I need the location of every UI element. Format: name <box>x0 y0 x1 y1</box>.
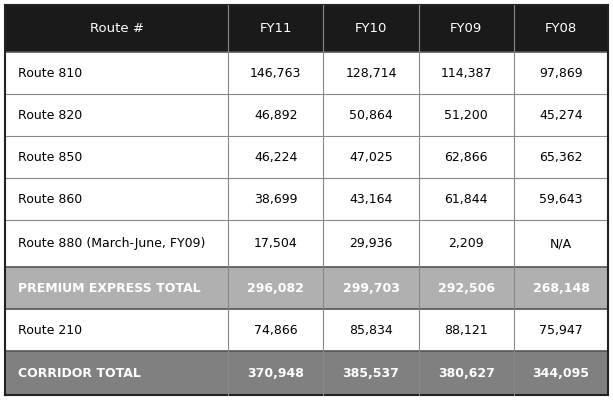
Bar <box>324 351 419 395</box>
Bar <box>419 52 514 94</box>
Text: 65,362: 65,362 <box>539 150 583 164</box>
Bar <box>419 94 514 136</box>
Text: 88,121: 88,121 <box>444 324 488 336</box>
Bar <box>228 267 324 309</box>
Bar <box>5 309 228 351</box>
Text: 43,164: 43,164 <box>349 192 393 206</box>
Bar <box>324 52 419 94</box>
Bar <box>514 94 608 136</box>
Bar <box>324 178 419 220</box>
Bar <box>514 52 608 94</box>
Bar <box>514 136 608 178</box>
Text: 59,643: 59,643 <box>539 192 583 206</box>
Text: Route 860: Route 860 <box>18 192 83 206</box>
Text: 296,082: 296,082 <box>247 282 304 295</box>
Text: 97,869: 97,869 <box>539 67 583 80</box>
Text: 268,148: 268,148 <box>533 282 590 295</box>
Text: Route 210: Route 210 <box>18 324 83 336</box>
Bar <box>324 309 419 351</box>
Text: FY10: FY10 <box>355 22 387 35</box>
Text: 385,537: 385,537 <box>343 366 400 380</box>
Bar <box>228 309 324 351</box>
Bar <box>228 220 324 267</box>
Bar <box>228 52 324 94</box>
Bar <box>324 5 419 52</box>
Bar <box>324 267 419 309</box>
Text: 51,200: 51,200 <box>444 108 488 122</box>
Text: 47,025: 47,025 <box>349 150 393 164</box>
Text: PREMIUM EXPRESS TOTAL: PREMIUM EXPRESS TOTAL <box>18 282 201 295</box>
Text: Route 880 (March-June, FY09): Route 880 (March-June, FY09) <box>18 237 206 250</box>
Bar <box>228 136 324 178</box>
Text: 75,947: 75,947 <box>539 324 583 336</box>
Bar <box>324 220 419 267</box>
Bar <box>324 136 419 178</box>
Text: 45,274: 45,274 <box>539 108 583 122</box>
Bar <box>5 5 228 52</box>
Bar <box>5 220 228 267</box>
Bar <box>419 220 514 267</box>
Text: 29,936: 29,936 <box>349 237 393 250</box>
Text: 85,834: 85,834 <box>349 324 393 336</box>
Bar <box>514 267 608 309</box>
Text: 50,864: 50,864 <box>349 108 393 122</box>
Text: FY11: FY11 <box>259 22 292 35</box>
Bar <box>228 351 324 395</box>
Bar <box>514 309 608 351</box>
Text: 61,844: 61,844 <box>444 192 488 206</box>
Text: 292,506: 292,506 <box>438 282 495 295</box>
Text: 62,866: 62,866 <box>444 150 488 164</box>
Text: Route 820: Route 820 <box>18 108 83 122</box>
Text: 17,504: 17,504 <box>254 237 298 250</box>
Text: 380,627: 380,627 <box>438 366 495 380</box>
Text: 128,714: 128,714 <box>345 67 397 80</box>
Text: 46,892: 46,892 <box>254 108 297 122</box>
Bar <box>5 351 228 395</box>
Text: FY08: FY08 <box>545 22 577 35</box>
Bar <box>5 267 228 309</box>
Bar <box>5 178 228 220</box>
Bar <box>419 351 514 395</box>
Text: 114,387: 114,387 <box>441 67 492 80</box>
Text: 299,703: 299,703 <box>343 282 400 295</box>
Text: 146,763: 146,763 <box>250 67 302 80</box>
Text: N/A: N/A <box>550 237 572 250</box>
Bar <box>228 178 324 220</box>
Bar <box>5 136 228 178</box>
Bar <box>419 267 514 309</box>
Bar <box>419 309 514 351</box>
Text: 46,224: 46,224 <box>254 150 297 164</box>
Bar <box>5 52 228 94</box>
Text: FY09: FY09 <box>450 22 482 35</box>
Text: 74,866: 74,866 <box>254 324 297 336</box>
Bar <box>419 136 514 178</box>
Text: 38,699: 38,699 <box>254 192 297 206</box>
Bar <box>514 220 608 267</box>
Bar <box>419 178 514 220</box>
Bar <box>324 94 419 136</box>
Bar <box>228 5 324 52</box>
Text: Route #: Route # <box>89 22 143 35</box>
Text: 370,948: 370,948 <box>247 366 304 380</box>
Text: 344,095: 344,095 <box>533 366 590 380</box>
Text: Route 810: Route 810 <box>18 67 83 80</box>
Bar <box>228 94 324 136</box>
Bar <box>5 94 228 136</box>
Bar <box>514 5 608 52</box>
Bar <box>419 5 514 52</box>
Text: CORRIDOR TOTAL: CORRIDOR TOTAL <box>18 366 141 380</box>
Text: Route 850: Route 850 <box>18 150 83 164</box>
Bar <box>514 178 608 220</box>
Bar <box>514 351 608 395</box>
Text: 2,209: 2,209 <box>449 237 484 250</box>
